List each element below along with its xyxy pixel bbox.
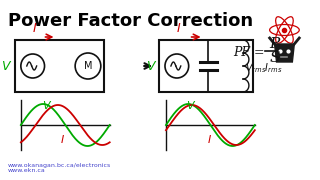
Text: PF =: PF = [233,46,265,58]
Text: V: V [146,60,154,73]
Text: I: I [177,22,180,35]
Text: www.ekn.ca: www.ekn.ca [8,168,46,174]
Circle shape [75,53,101,79]
Text: I: I [207,135,211,145]
Text: V: V [43,101,50,111]
Text: V: V [2,60,10,73]
Text: S: S [270,51,280,65]
Circle shape [21,54,44,78]
Bar [159,40,253,92]
Circle shape [165,54,189,78]
Bar [15,40,104,92]
Text: www.okanagan.bc.ca/electronics: www.okanagan.bc.ca/electronics [8,163,111,168]
Text: V: V [186,101,193,111]
Text: P: P [270,37,280,51]
Text: I: I [33,22,36,35]
Text: Power Factor Correction: Power Factor Correction [8,12,253,30]
Text: M: M [84,61,92,71]
Polygon shape [275,44,294,62]
Text: $V_{rms}I_{rms}$: $V_{rms}I_{rms}$ [245,61,283,75]
Text: I: I [60,135,64,145]
